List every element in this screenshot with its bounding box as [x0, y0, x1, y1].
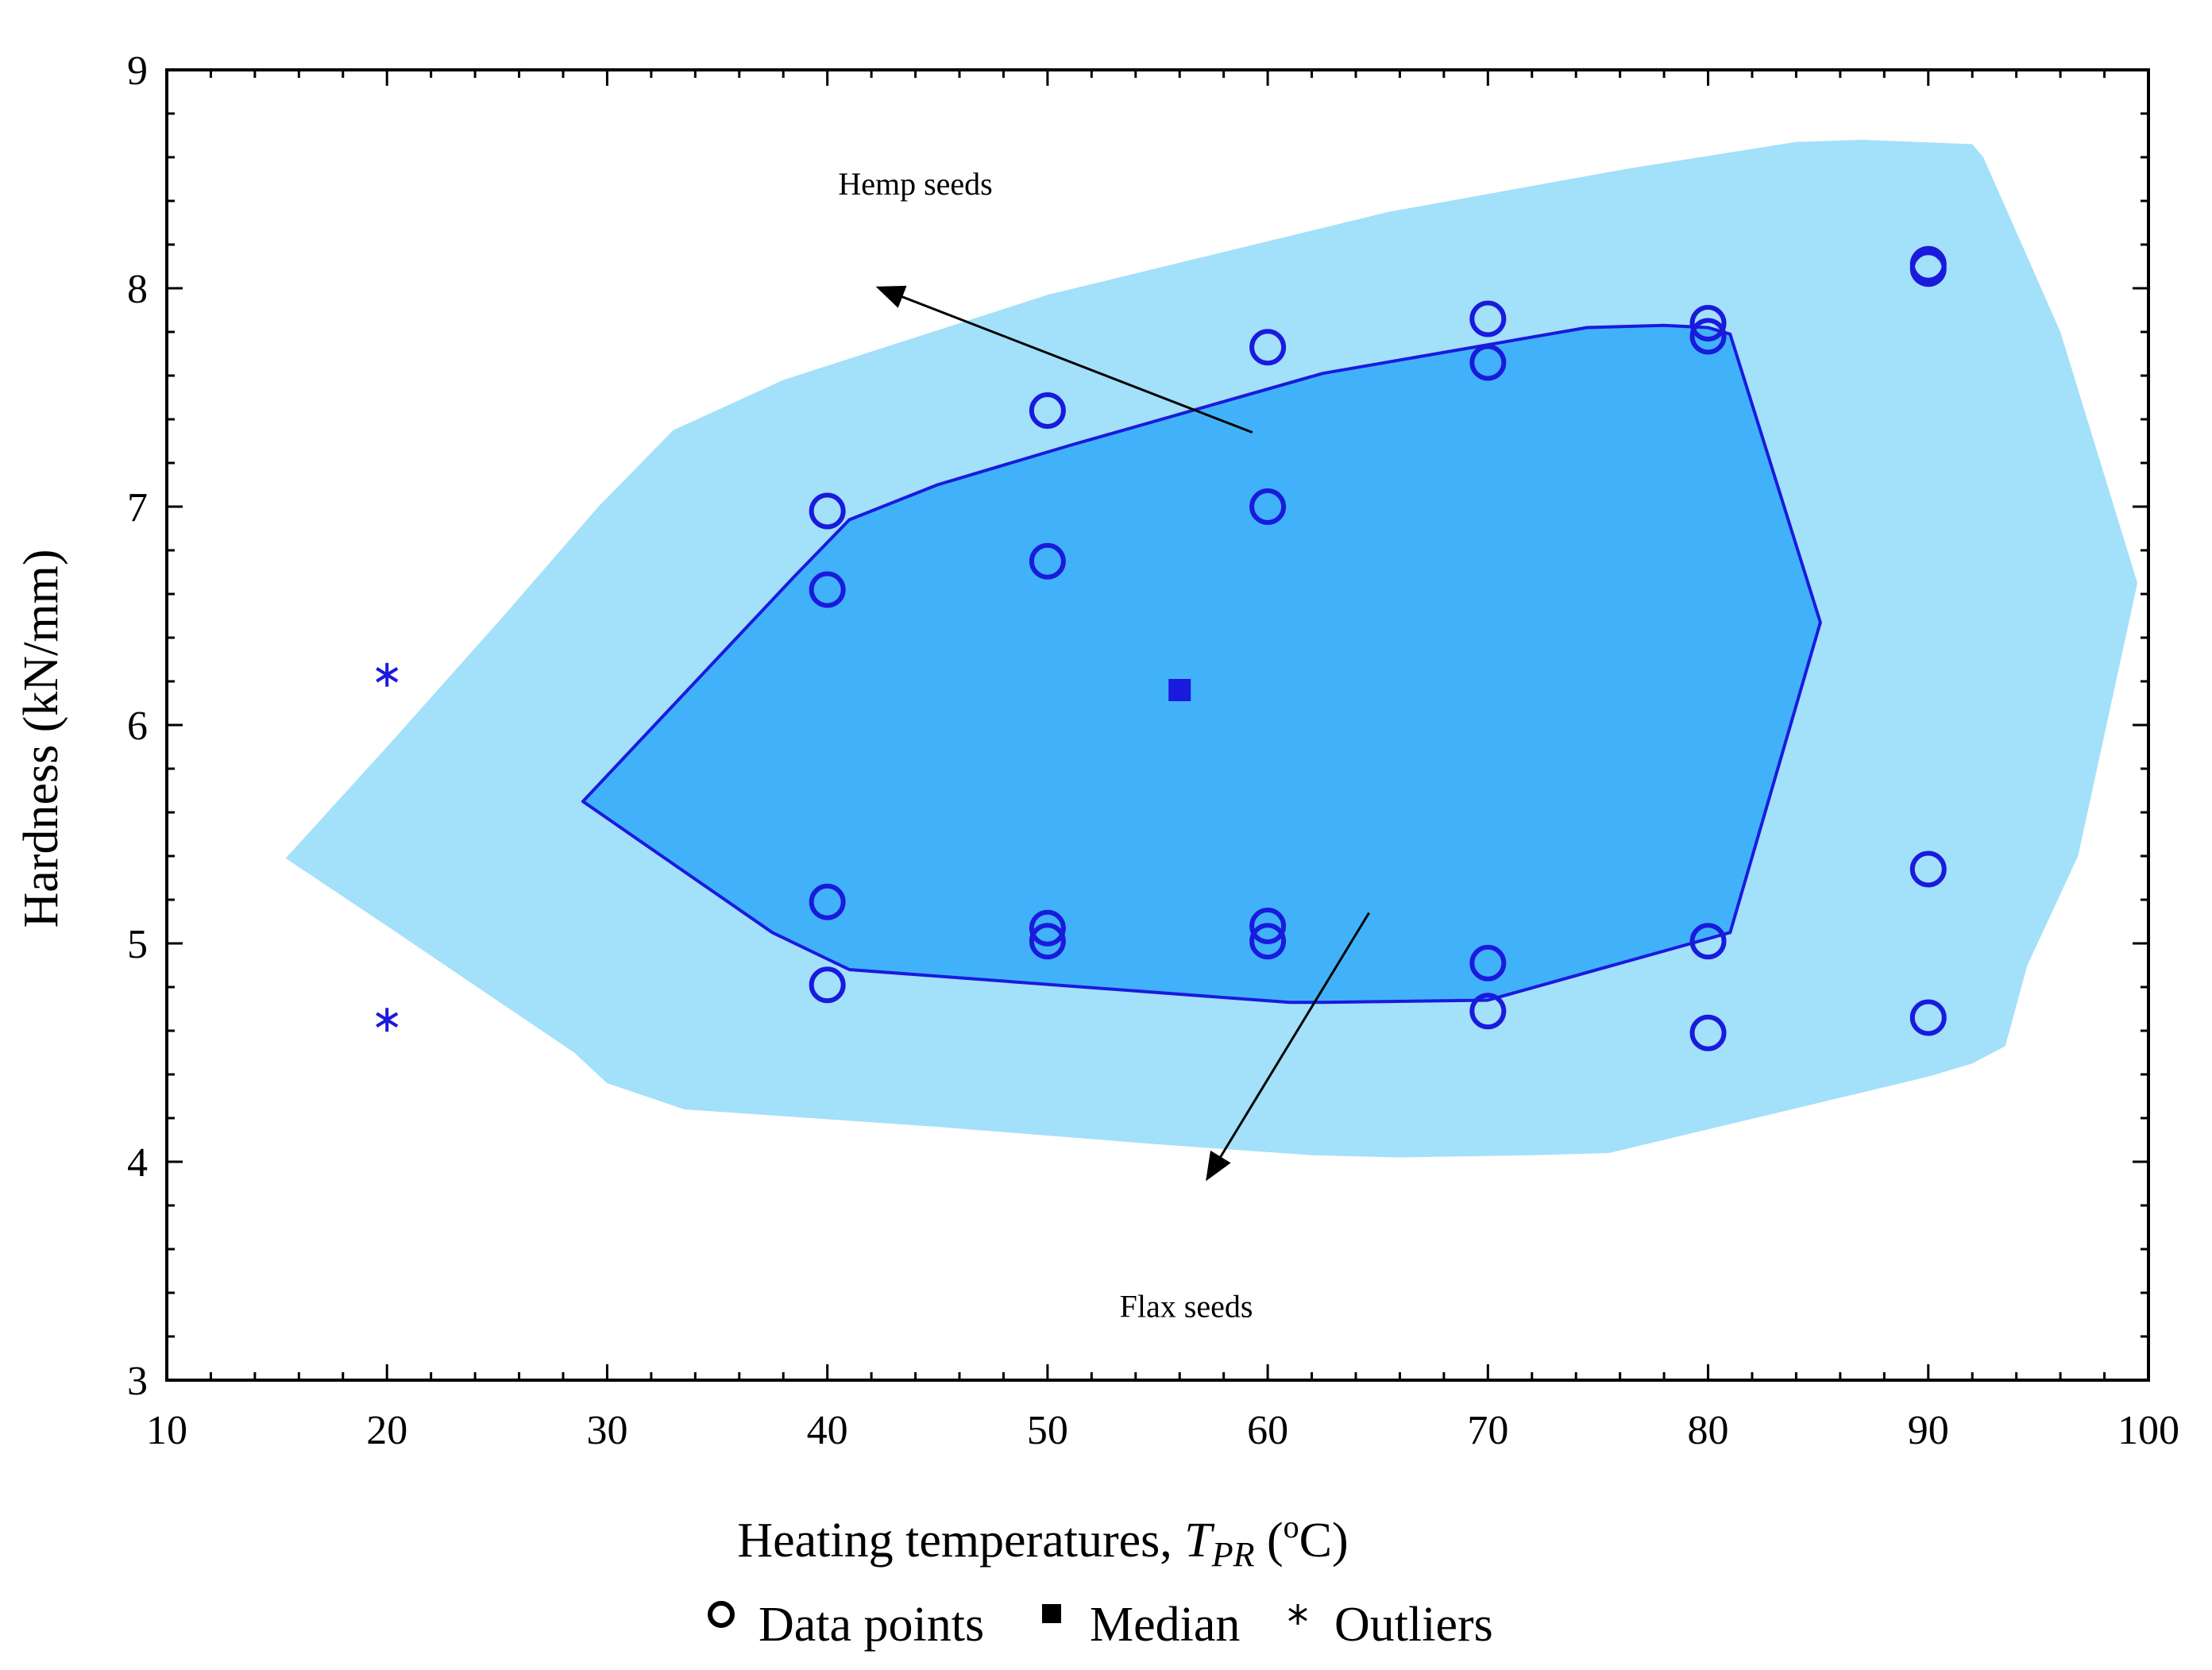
legend: Data points Median Outliers: [708, 1598, 1493, 1652]
median-marker: [1168, 679, 1191, 701]
y-tick-label: 3: [127, 1359, 148, 1404]
x-tick-label: 30: [586, 1408, 627, 1453]
x-axis-title-unit-open: (: [1255, 1514, 1284, 1568]
x-tick-label: 100: [2117, 1408, 2179, 1453]
y-axis-title: Hardness (kN/mm): [14, 550, 68, 928]
y-tick-label: 7: [127, 485, 148, 530]
x-tick-label: 60: [1247, 1408, 1288, 1453]
inner-hull-region: [581, 323, 1822, 1005]
outlier-marker: [376, 662, 399, 687]
x-tick-label: 70: [1467, 1408, 1508, 1453]
legend-asterisk-icon: [1288, 1604, 1307, 1625]
data-point: [1029, 923, 1066, 960]
x-tick-label: 80: [1688, 1408, 1729, 1453]
data-point: [1029, 392, 1066, 429]
flax-arrow: [1206, 912, 1370, 1182]
y-tick-label: 4: [127, 1140, 148, 1186]
ticks-layer: 10 20 30 40 50 60 70 80 90 100 3 4 5 6 7 8 9: [127, 48, 2179, 1453]
hemp-seeds-label: Hemp seeds: [838, 166, 992, 202]
data-point: [1469, 993, 1507, 1030]
y-tick-label: 5: [127, 922, 148, 967]
x-tick-label: 50: [1027, 1408, 1068, 1453]
data-point: [809, 571, 846, 608]
data-point: [1469, 344, 1507, 381]
x-axis-title-unit-close: C): [1299, 1514, 1349, 1568]
data-point: [1029, 909, 1066, 947]
annotations-layer: Hemp seeds Flax seeds: [838, 166, 1370, 1324]
x-tick-label: 10: [146, 1408, 187, 1453]
y-tick-label: 6: [127, 704, 148, 749]
data-point: [809, 966, 846, 1004]
data-point: [809, 883, 846, 920]
x-axis-title-symbol: T: [1184, 1514, 1215, 1568]
data-point: [1249, 908, 1287, 944]
data-point: [1909, 999, 1947, 1036]
legend-label-median: Median: [1090, 1598, 1240, 1652]
x-axis-title-unit-super: o: [1284, 1509, 1299, 1545]
data-point: [1469, 300, 1507, 337]
data-point: [1689, 1014, 1727, 1051]
data-point: [809, 492, 846, 530]
x-tick-label: 90: [1908, 1408, 1949, 1453]
x-axis-title-prefix: Heating temperatures,: [737, 1514, 1184, 1568]
x-tick-label: 20: [366, 1408, 407, 1453]
data-point: [1249, 329, 1287, 366]
data-point: [1249, 488, 1287, 525]
legend-circle-icon: [708, 1601, 735, 1628]
legend-label-outliers: Outliers: [1334, 1598, 1493, 1652]
data-point: [1689, 305, 1727, 341]
hemp-arrow: [875, 285, 1253, 434]
x-axis-title-subscript: PR: [1211, 1535, 1255, 1574]
data-point: [1469, 944, 1507, 982]
flax-seeds-label: Flax seeds: [1120, 1288, 1253, 1324]
data-point: [1909, 850, 1947, 888]
data-point: [1689, 318, 1727, 355]
outlier-marker: [376, 1008, 399, 1032]
legend-label-data-points: Data points: [759, 1598, 984, 1652]
legend-square-icon: [1042, 1604, 1061, 1623]
data-point: [1909, 250, 1947, 287]
y-tick-label: 8: [127, 267, 148, 312]
data-point: [1029, 542, 1066, 580]
y-tick-label: 9: [127, 48, 148, 94]
x-tick-label: 40: [807, 1408, 848, 1453]
x-axis-title: Heating temperatures, TPR (oC): [737, 1509, 1348, 1574]
data-point: [1689, 923, 1727, 960]
regions-layer: [285, 140, 2138, 1158]
data-point: [1249, 923, 1287, 960]
marks-layer: [376, 245, 1947, 1051]
